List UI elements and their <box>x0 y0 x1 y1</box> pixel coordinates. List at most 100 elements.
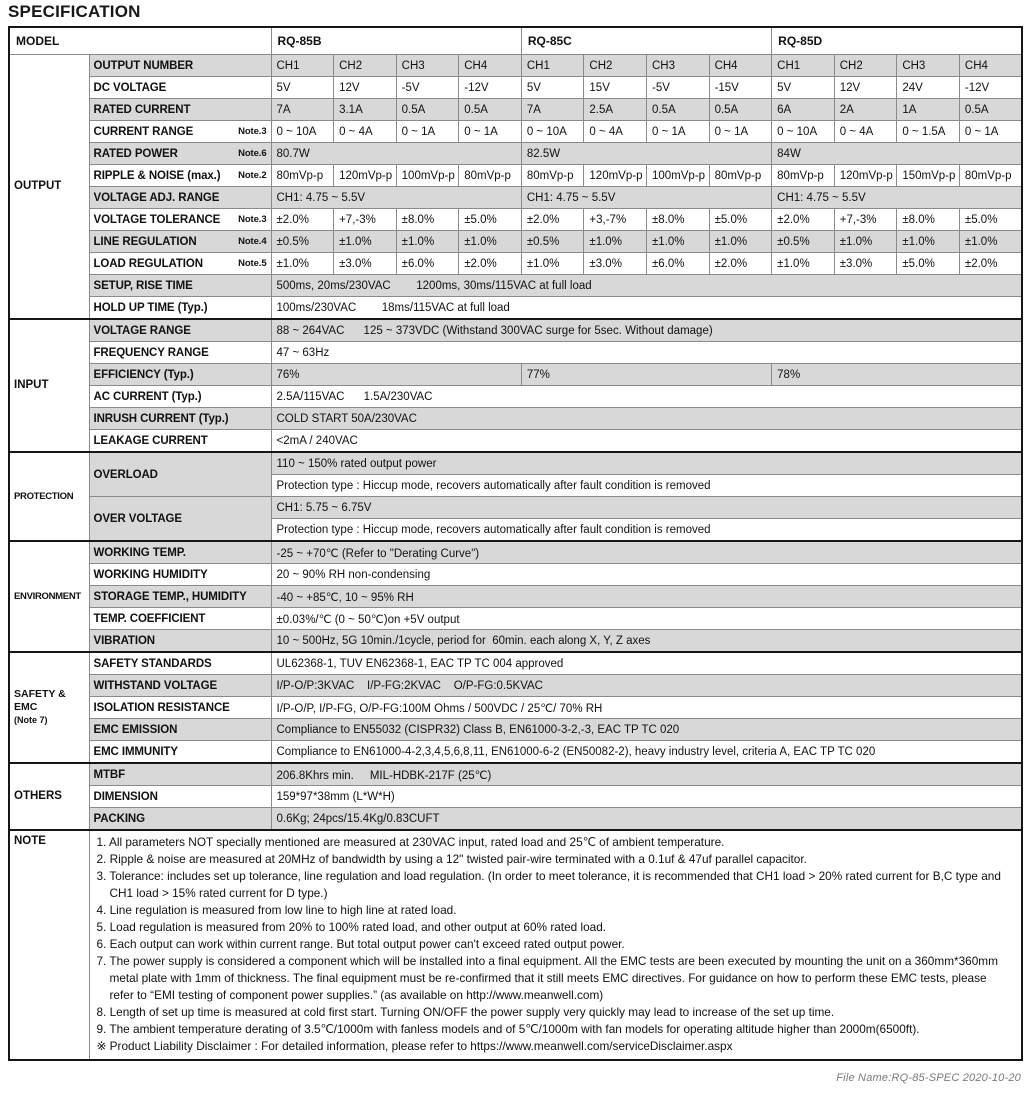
param-wrap: CURRENT RANGE Note.3 <box>94 126 267 138</box>
spec-value: CH2 <box>333 54 397 77</box>
spec-value: ±2.0% <box>520 208 585 231</box>
table-row: EMC IMMUNITY Compliance to EN61000-4-2,3,… <box>9 740 1023 764</box>
table-row: TEMP. COEFFICIENT ±0.03%/℃ (0 ~ 50℃)on +5… <box>9 607 1023 630</box>
param-wrap: STORAGE TEMP., HUMIDITY <box>94 591 267 603</box>
spec-value: 0.5A <box>708 98 773 121</box>
note-line: 5. Load regulation is measured from 20% … <box>96 920 607 934</box>
param-wrap: EMC IMMUNITY <box>94 746 267 758</box>
spec-value: ±3.0% <box>833 252 898 275</box>
section-others: OTHERS MTBF 206.8Khrs min. MIL-HDBK-217F (… <box>8 762 1023 831</box>
param-label: STORAGE TEMP., HUMIDITY <box>88 585 272 608</box>
spec-value: 82.5W <box>520 142 773 165</box>
spec-value: 0 ~ 4A <box>833 120 898 143</box>
param-label: RATED CURRENT <box>88 98 272 121</box>
param-text: EFFICIENCY (Typ.) <box>93 368 194 381</box>
table-row: DC VOLTAGE 5V 12V -5V -12V 5V 15V -5V -15V 5V 12V 2… <box>9 76 1023 99</box>
spec-value: ±1.0% <box>270 252 335 275</box>
spec-value: 206.8Khrs min. MIL-HDBK-217F (25℃) <box>270 762 1023 786</box>
param-label: LEAKAGE CURRENT <box>88 429 272 453</box>
spec-value: 100mVp-p <box>395 164 460 187</box>
spec-value: 78% <box>771 363 1023 386</box>
param-label: LINE REGULATION Note.4 <box>88 230 272 253</box>
spec-value: 5V <box>270 76 335 99</box>
table-row: LINE REGULATION Note.4 ±0.5% ±1.0% ±1.0% ±1.0… <box>9 230 1023 253</box>
param-label: SETUP, RISE TIME <box>88 274 272 297</box>
param-text: OVERLOAD <box>93 468 158 481</box>
param-text: CURRENT RANGE <box>93 125 194 138</box>
param-label: INRUSH CURRENT (Typ.) <box>88 407 272 430</box>
param-label: OVERLOAD <box>88 451 272 497</box>
spec-value: Protection type : Hiccup mode, recovers … <box>270 518 1023 542</box>
param-wrap: OVERLOAD <box>94 469 267 481</box>
param-wrap: VOLTAGE ADJ. RANGE <box>94 192 267 204</box>
table-row: RATED CURRENT 7A 3.1A 0.5A 0.5A 7A 2.5A 0.5A 0.5… <box>9 98 1023 121</box>
table-row: LOAD REGULATION Note.5 ±1.0% ±3.0% ±6.0% ±2.0… <box>9 252 1023 275</box>
spec-value: 0 ~ 1A <box>395 120 460 143</box>
section-note: NOTE 1. All parameters NOT specially ment… <box>8 829 1023 1061</box>
spec-value: 0 ~ 10A <box>771 120 835 143</box>
section-label: ENVIRONMENT <box>8 540 90 653</box>
spec-value: 20 ~ 90% RH non-condensing <box>270 563 1023 586</box>
spec-value: ±1.0% <box>645 230 710 253</box>
param-text: EMC IMMUNITY <box>93 745 179 758</box>
param-wrap: FREQUENCY RANGE <box>94 347 267 359</box>
spec-value: ±0.03%/℃ (0 ~ 50℃)on +5V output <box>270 607 1023 630</box>
spec-value: ±1.0% <box>583 230 647 253</box>
spec-value: ±6.0% <box>645 252 710 275</box>
param-wrap: RATED CURRENT <box>94 104 267 116</box>
param-text: TEMP. COEFFICIENT <box>93 612 206 625</box>
section-safety: SAFETY & EMC (Note 7) SAFETY STANDARDS UL623… <box>8 651 1023 764</box>
param-label: WORKING TEMP. <box>88 540 272 564</box>
model-column-header: MODEL <box>8 26 272 55</box>
spec-value: 5V <box>520 76 585 99</box>
spec-value: 12V <box>333 76 397 99</box>
spec-value: ±0.5% <box>270 230 335 253</box>
section-output: OUTPUT OUTPUT NUMBER CH1 CH2 CH3 CH4 CH1 CH2 CH3… <box>8 54 1023 320</box>
param-wrap: INRUSH CURRENT (Typ.) <box>94 413 267 425</box>
param-text: DIMENSION <box>93 790 158 803</box>
spec-value: 2A <box>833 98 898 121</box>
table-row: DIMENSION 159*97*38mm (L*W*H) <box>9 785 1023 808</box>
section-label-line: OTHERS <box>14 790 62 802</box>
param-wrap: SAFETY STANDARDS <box>94 658 267 670</box>
param-text: VOLTAGE ADJ. RANGE <box>93 191 220 204</box>
note-ref: Note.6 <box>238 148 267 159</box>
table-row: Protection type : Hiccup mode, recovers … <box>9 474 1023 497</box>
param-wrap: DIMENSION <box>94 791 267 803</box>
table-row: CURRENT RANGE Note.3 0 ~ 10A 0 ~ 4A 0 ~ 1A 0 … <box>9 120 1023 143</box>
spec-value: ±8.0% <box>645 208 710 231</box>
file-name-footer: File Name:RQ-85-SPEC 2020-10-20 <box>836 1072 1021 1084</box>
spec-value: ±6.0% <box>395 252 460 275</box>
param-wrap: LINE REGULATION Note.4 <box>94 236 267 248</box>
section-input: INPUT VOLTAGE RANGE 88 ~ 264VAC 125 ~ 373V… <box>8 318 1023 453</box>
spec-value: CH4 <box>708 54 773 77</box>
param-label: DIMENSION <box>88 785 272 808</box>
table-row: EMC EMISSION Compliance to EN55032 (CISPR… <box>9 718 1023 741</box>
spec-value: CH1: 4.75 ~ 5.5V <box>520 186 773 209</box>
param-wrap: OVER VOLTAGE <box>94 513 267 525</box>
spec-value: ±2.0% <box>270 208 335 231</box>
spec-value: ±5.0% <box>458 208 522 231</box>
param-label: WORKING HUMIDITY <box>88 563 272 586</box>
spec-value: ±8.0% <box>395 208 460 231</box>
spec-value: ±3.0% <box>583 252 647 275</box>
param-label: LOAD REGULATION Note.5 <box>88 252 272 275</box>
param-text: OVER VOLTAGE <box>93 512 183 525</box>
page-title: SPECIFICATION <box>8 2 141 21</box>
note-line: 9. The ambient temperature derating of 3… <box>96 1022 920 1036</box>
param-wrap: TEMP. COEFFICIENT <box>94 613 267 625</box>
table-row: VIBRATION 10 ~ 500Hz, 5G 10min./1cycle, p… <box>9 629 1023 653</box>
param-label: CURRENT RANGE Note.3 <box>88 120 272 143</box>
param-text: VOLTAGE TOLERANCE <box>93 213 221 226</box>
spec-value: 6A <box>771 98 835 121</box>
param-label: EMC EMISSION <box>88 718 272 741</box>
spec-value: 0 ~ 1A <box>708 120 773 143</box>
table-row: MODEL RQ-85B RQ-85C RQ-85D <box>8 26 1023 55</box>
specification-table: MODEL RQ-85B RQ-85C RQ-85D OUTPUT OUTPUT NUMB… <box>8 26 1023 1061</box>
table-row: WITHSTAND VOLTAGE I/P-O/P:3KVAC I/P-FG:2K… <box>9 674 1023 697</box>
spec-value: -5V <box>645 76 710 99</box>
param-label: MTBF <box>88 762 272 786</box>
param-label: RIPPLE & NOISE (max.) Note.2 <box>88 164 272 187</box>
section-label-line: EMC <box>14 701 38 713</box>
param-text: DC VOLTAGE <box>93 81 167 94</box>
